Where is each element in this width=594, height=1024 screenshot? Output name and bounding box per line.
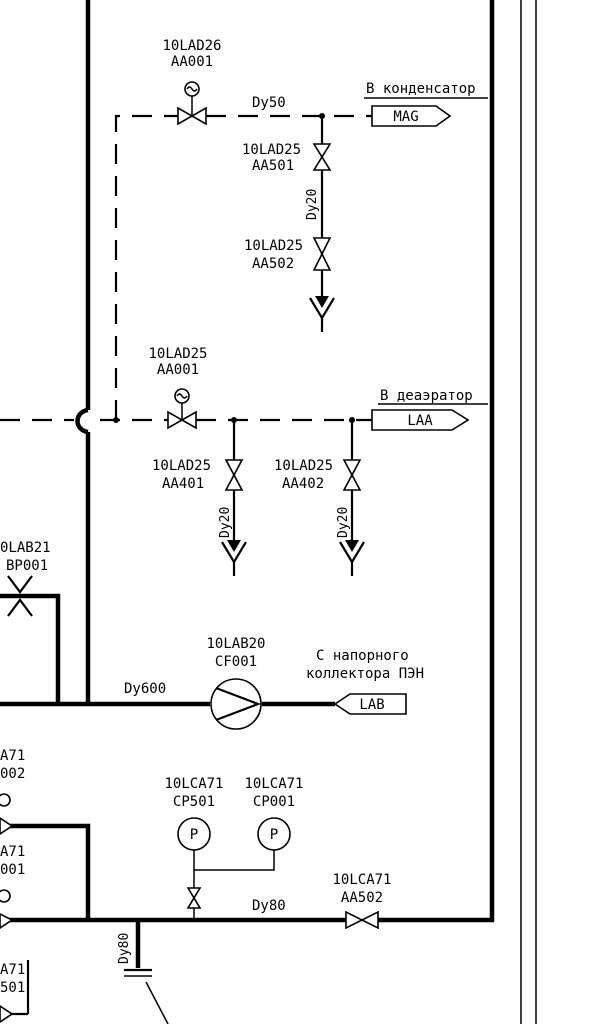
label-lca71-502-line1: 10LCA71 (332, 872, 391, 888)
label-cp501-line2: CP501 (173, 794, 215, 810)
label-aa501-line1: 10LAD25 (242, 142, 301, 158)
label-dn-vert-1: Dy20 (305, 189, 320, 220)
label-dn-vert-2: Dy20 (218, 507, 233, 538)
valve-gauge-isolation[interactable] (186, 887, 202, 909)
label-aa502-line2: AA502 (252, 256, 294, 272)
label-src-pen-line2: коллектора ПЭН (306, 666, 424, 682)
label-left-a71-1: A71 (0, 748, 25, 764)
tag-mag: MAG (393, 109, 418, 125)
label-cp001-line2: CP001 (253, 794, 295, 810)
drain-arrow-icon (221, 540, 247, 576)
label-left-a71-2: A71 (0, 844, 25, 860)
pipe-left-branch (10, 823, 91, 920)
gauge-letter: P (190, 827, 198, 843)
label-aa502-line1: 10LAD25 (244, 238, 303, 254)
label-left-501: 501 (0, 980, 25, 996)
label-left-001: 001 (0, 862, 25, 878)
pump-10lab20-cf001[interactable] (210, 678, 262, 730)
leader-line (145, 981, 169, 1024)
valve-10lad26-aa001[interactable] (177, 81, 207, 126)
label-lca71-502-line2: AA502 (341, 890, 383, 906)
valve-10lad25-aa401[interactable] (224, 459, 244, 491)
label-dn-top: Dy50 (252, 95, 286, 111)
gauge-cp001[interactable]: P (257, 817, 291, 851)
tag-lab-box (333, 693, 407, 715)
gauge-letter: P (270, 827, 278, 843)
pipe-right-loop (378, 0, 495, 923)
valve-partial-left (0, 793, 14, 1023)
label-aa401-line1: 10LAD25 (152, 458, 211, 474)
dest-condenser: В конденсатор (366, 81, 476, 97)
drain-arrow-icon (309, 296, 335, 332)
label-lad25-aa001-line2: AA001 (157, 362, 199, 378)
pipe-dashed-top (114, 114, 178, 420)
gauge-cp501[interactable]: P (177, 817, 211, 851)
label-pump-line2: CF001 (215, 654, 257, 670)
label-pump-line1: 10LAB20 (206, 636, 265, 652)
valve-10lad25-aa502[interactable] (312, 237, 332, 271)
tag-lab: LAB (359, 697, 384, 713)
label-aa401-line2: AA401 (162, 476, 204, 492)
label-aa501-line2: AA501 (252, 158, 294, 174)
drain-arrow-icon (339, 540, 365, 576)
label-cp001-line1: 10LCA71 (244, 776, 303, 792)
valve-10lad25-aa501[interactable] (312, 143, 332, 171)
label-lab21-line2: BP001 (6, 558, 48, 574)
label-src-pen-line1: С напорного (316, 648, 409, 664)
tag-laa-box (371, 409, 470, 431)
label-dn-vert-3: Dy20 (336, 507, 351, 538)
valve-10lca71-aa502[interactable] (345, 910, 379, 930)
label-left-002: 002 (0, 766, 25, 782)
flow-restrictor-icon (7, 575, 33, 617)
pipe-crossover (75, 407, 89, 435)
label-lab21-line1: 0LAB21 (0, 540, 51, 556)
valve-10lad25-aa001[interactable] (167, 388, 197, 430)
label-dn-drop: Dy80 (117, 933, 132, 964)
junction-dot (113, 417, 119, 423)
valve-10lad25-aa402[interactable] (342, 459, 362, 491)
label-dn-main: Dy600 (124, 681, 166, 697)
label-cp501-line1: 10LCA71 (164, 776, 223, 792)
pipe-lab21-loop (0, 593, 61, 704)
label-dn-bottom: Dy80 (252, 898, 286, 914)
label-left-a71-3: A71 (0, 962, 25, 978)
label-lad26-line2: AA001 (171, 54, 213, 70)
label-lad25-aa001-line1: 10LAD25 (148, 346, 207, 362)
label-aa402-line2: AA402 (282, 476, 324, 492)
dest-deaerator: В деаэратор (380, 388, 473, 404)
label-lad26-line1: 10LAD26 (162, 38, 221, 54)
tag-mag-box (371, 105, 452, 127)
label-aa402-line1: 10LAD25 (274, 458, 333, 474)
tag-laa: LAA (407, 413, 433, 429)
